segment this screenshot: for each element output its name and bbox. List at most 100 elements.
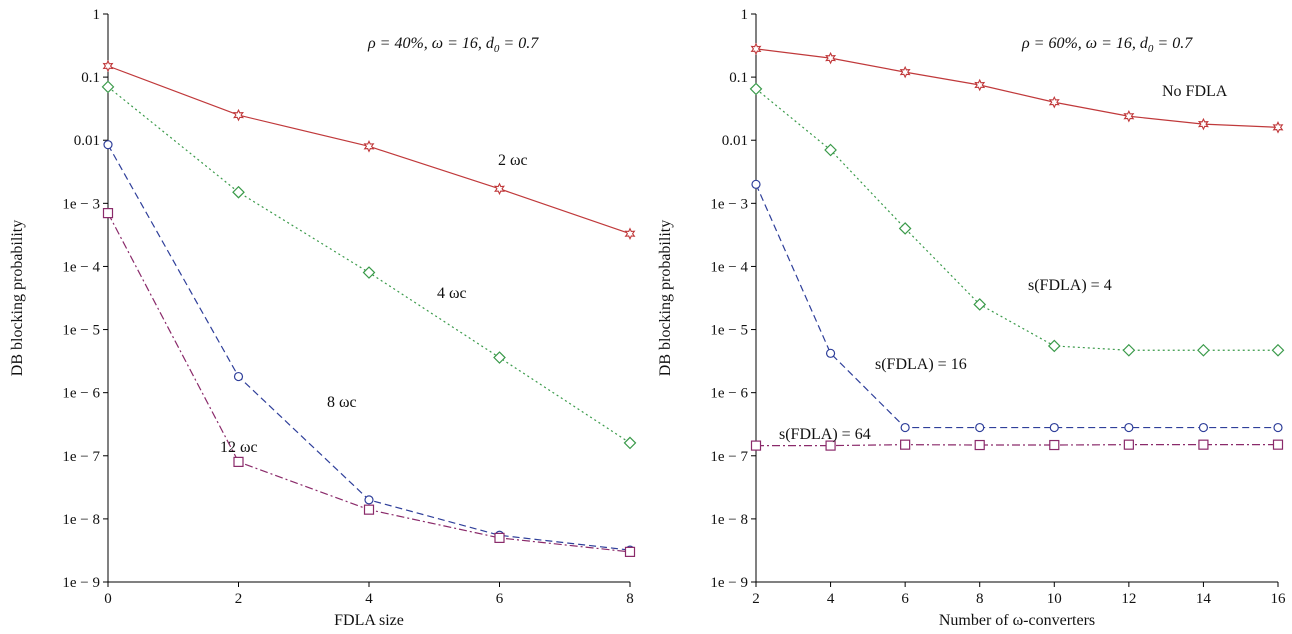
data-point xyxy=(494,532,505,543)
series-label: No FDLA xyxy=(1162,83,1228,100)
x-tick-label: 6 xyxy=(496,591,504,607)
data-point xyxy=(623,436,637,450)
y-tick-label: 1e − 5 xyxy=(62,323,100,339)
x-axis-title: FDLA size xyxy=(334,612,404,629)
data-point xyxy=(233,371,244,382)
series-0 xyxy=(750,42,1284,134)
data-point xyxy=(1198,422,1209,433)
data-point xyxy=(624,546,636,557)
x-tick-label: 14 xyxy=(1196,591,1212,607)
y-tick-label: 0.01 xyxy=(722,133,748,149)
series-label: 2 ωc xyxy=(498,152,528,169)
data-point xyxy=(1124,422,1134,433)
series-0 xyxy=(102,59,636,241)
panel-a: 1 0.1 0.01 1e − 3 1e − 4 1e − 5 1e − 6 1e − 7 1e… xyxy=(9,7,637,629)
series-label: 4 ωc xyxy=(437,285,467,302)
data-point xyxy=(493,351,506,364)
data-point xyxy=(1123,439,1134,450)
data-point xyxy=(973,298,987,311)
annotation-subscript: 0 xyxy=(494,43,500,55)
y-tick-label: 1e − 6 xyxy=(62,386,100,402)
series-1 xyxy=(749,82,1285,357)
y-tick-label: 1e − 8 xyxy=(62,512,100,528)
data-point xyxy=(750,42,762,56)
series-1 xyxy=(101,80,637,450)
y-axis-title: DB blocking probability xyxy=(657,220,674,376)
series-label: s(FDLA) = 16 xyxy=(875,356,967,373)
parameter-annotation: ρ = 60%, ω = 16, d0 = 0.7 xyxy=(1021,35,1193,55)
y-tick-label: 0.01 xyxy=(74,133,100,149)
series-label: s(FDLA) = 4 xyxy=(1028,277,1112,294)
annotation-main: ρ = 40%, ω = 16, d xyxy=(367,35,495,52)
y-tick-label: 1e − 4 xyxy=(62,259,100,275)
y-axis-title: DB blocking probability xyxy=(9,220,26,376)
data-point xyxy=(1273,422,1283,433)
data-point xyxy=(1122,343,1136,357)
data-point xyxy=(1197,343,1210,357)
x-tick-label: 8 xyxy=(626,591,634,607)
data-point xyxy=(899,65,911,79)
series-label: s(FDLA) = 64 xyxy=(779,426,871,443)
x-tick-label: 16 xyxy=(1271,591,1287,607)
x-tick-label: 10 xyxy=(1047,591,1062,607)
data-point xyxy=(363,140,375,153)
y-tick-label: 1 xyxy=(93,7,101,23)
data-point xyxy=(1271,343,1285,357)
y-tick-label: 1e − 7 xyxy=(62,449,100,465)
x-tick-label: 4 xyxy=(365,591,373,607)
data-point xyxy=(1197,117,1209,131)
data-point xyxy=(825,348,836,358)
data-point xyxy=(624,227,636,241)
series-line xyxy=(107,144,631,551)
data-point xyxy=(1272,439,1284,450)
data-point xyxy=(102,59,114,73)
data-point xyxy=(975,422,985,433)
y-tick-label: 0.1 xyxy=(729,70,748,86)
parameter-annotation: ρ = 40%, ω = 16, d0 = 0.7 xyxy=(367,35,539,55)
y-tick-label: 1e − 6 xyxy=(710,386,748,402)
data-point xyxy=(974,439,985,451)
series-3 xyxy=(750,439,1284,451)
y-tick-label: 1e − 3 xyxy=(62,196,100,212)
data-point xyxy=(751,179,761,189)
data-point xyxy=(1198,439,1209,450)
data-point xyxy=(1048,95,1060,109)
y-tick-label: 1e − 8 xyxy=(710,512,748,528)
data-point xyxy=(1272,121,1284,134)
data-point xyxy=(898,222,912,235)
data-point xyxy=(1123,109,1135,123)
data-point xyxy=(900,439,911,450)
data-point xyxy=(824,143,837,157)
series-line xyxy=(756,444,1278,447)
data-point xyxy=(1049,439,1060,451)
series-line xyxy=(755,184,1278,429)
annotation-main: ρ = 60%, ω = 16, d xyxy=(1021,35,1149,52)
data-point xyxy=(1049,422,1059,433)
data-point xyxy=(103,140,113,150)
data-point xyxy=(900,422,910,433)
x-tick-label: 2 xyxy=(752,591,760,607)
x-axis-title: Number of ω-converters xyxy=(939,612,1095,629)
data-point xyxy=(1047,339,1061,353)
x-tick-label: 4 xyxy=(827,591,835,607)
data-point xyxy=(233,456,244,467)
series-3 xyxy=(102,208,636,557)
annotation-tail: = 0.7 xyxy=(499,35,539,52)
series-2 xyxy=(103,140,635,555)
panel-b: 1 0.1 0.01 1e − 3 1e − 4 1e − 5 1e − 6 1e − 7 1e… xyxy=(657,7,1287,629)
y-tick-label: 1e − 4 xyxy=(710,259,748,275)
data-point xyxy=(233,108,244,122)
y-tick-label: 1e − 7 xyxy=(710,449,748,465)
data-point xyxy=(362,266,376,279)
data-point xyxy=(974,78,986,92)
y-tick-label: 1e − 3 xyxy=(710,196,748,212)
annotation-tail: = 0.7 xyxy=(1153,35,1193,52)
series-line xyxy=(755,88,1278,351)
y-tick-label: 1e − 5 xyxy=(710,323,748,339)
x-tick-label: 12 xyxy=(1121,591,1136,607)
data-point xyxy=(232,185,245,199)
y-tick-label: 1 xyxy=(741,7,749,23)
data-point xyxy=(364,495,374,505)
data-point xyxy=(102,208,114,219)
